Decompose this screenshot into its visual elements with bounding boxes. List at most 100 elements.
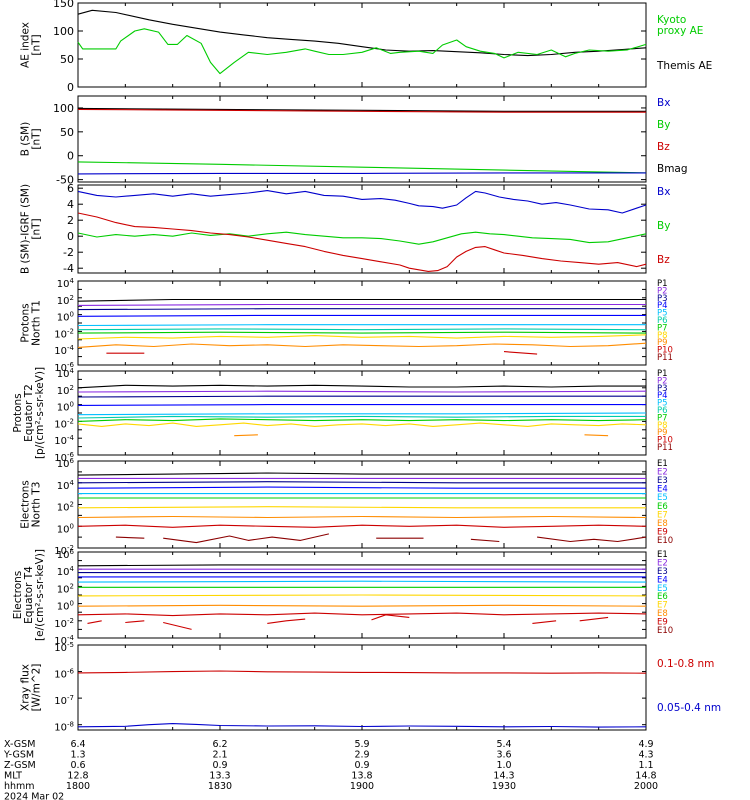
y-tick-label-protons-north: 104 <box>57 277 75 290</box>
orbit-row-value: 1.0 <box>496 760 511 771</box>
series-line-bsm-igrf-2 <box>77 212 647 272</box>
orbit-row-value: 14.3 <box>493 771 514 782</box>
series-line-electrons-north-0 <box>77 472 646 476</box>
legend-entry-bsm: Bx <box>657 97 670 109</box>
series-line-electrons-north-10 <box>163 533 330 544</box>
legend-entry-electrons-equator: E8 <box>657 609 668 619</box>
y-tick-label-bsm-igrf: -4 <box>63 262 74 275</box>
panel-frame-bsm-igrf <box>77 184 647 274</box>
legend-entry-protons-north: P8 <box>657 331 668 341</box>
series-line-bsm-igrf-1 <box>77 231 647 245</box>
orbit-row-value: 1800 <box>66 781 90 792</box>
y-tick-label-electrons-equator: 100 <box>57 600 74 613</box>
orbit-row-value: 4.3 <box>638 750 653 761</box>
y-tick-label-xray: 10-5 <box>54 641 74 654</box>
y-axis-label-bsm: [nT] <box>31 128 43 149</box>
y-tick-label-protons-north: 10-4 <box>54 344 74 357</box>
legend-entry-bsm-igrf: Bx <box>657 186 670 198</box>
legend-entry-protons-north: P10 <box>657 346 673 356</box>
orbit-row-label: hhmm <box>4 781 35 792</box>
y-tick-label-bsm: -50 <box>56 174 74 187</box>
y-tick-label-protons-north: 10-2 <box>54 327 74 340</box>
y-tick-label-protons-equator: 102 <box>57 384 74 397</box>
y-tick-label-ae: 150 <box>53 0 74 10</box>
series-line-protons-equator-8 <box>234 434 258 437</box>
legend-entry-electrons-equator: E6 <box>657 592 668 602</box>
series-line-protons-north-7 <box>77 334 647 340</box>
y-axis-label-protons-equator: Protons <box>12 393 24 432</box>
orbit-row-value: 1830 <box>208 781 232 792</box>
orbit-row-label: Y-GSM <box>3 750 34 761</box>
orbit-row-value: 13.8 <box>351 771 372 782</box>
legend-entry-protons-north: P5 <box>657 309 668 319</box>
orbit-row-value: 14.8 <box>635 771 656 782</box>
y-axis-label-protons-equator: [p/(cm²-s-sr-keV)] <box>34 367 46 459</box>
y-axis-label-electrons-north: North T3 <box>31 482 43 528</box>
orbit-row-value: 5.9 <box>354 739 369 750</box>
y-tick-label-electrons-equator: 106 <box>57 548 75 561</box>
series-line-ae-0 <box>77 9 647 57</box>
y-tick-label-protons-equator: 10-6 <box>54 451 74 464</box>
legend-entry-protons-equator: P4 <box>657 391 668 401</box>
legend-entry-electrons-north: E8 <box>657 519 668 529</box>
legend-entry-protons-equator: P7 <box>657 413 668 423</box>
series-line-protons-equator-1 <box>77 390 647 393</box>
series-line-protons-equator-0 <box>77 384 646 389</box>
series-line-protons-north-1 <box>77 303 646 306</box>
legend-entry-electrons-north: E5 <box>657 493 668 503</box>
series-line-electrons-equator-6 <box>77 594 647 597</box>
legend-entry-protons-north: P3 <box>657 294 668 304</box>
legend-entry-ae: Themis AE <box>656 60 712 72</box>
legend-entry-electrons-north: E1 <box>657 459 668 469</box>
series-line-bsm-3 <box>77 172 646 175</box>
series-line-electrons-equator-7 <box>77 604 647 607</box>
series-line-electrons-equator-15 <box>579 616 609 622</box>
legend-entry-electrons-north: E3 <box>657 476 668 486</box>
y-tick-label-xray: 10-6 <box>54 668 74 681</box>
y-axis-label-xray: [W/m^2] <box>31 664 43 712</box>
y-tick-label-protons-north: 10-6 <box>54 361 74 374</box>
series-line-electrons-north-9 <box>115 536 145 539</box>
y-tick-label-electrons-equator: 10-4 <box>54 634 74 647</box>
orbit-row-label: X-GSM <box>4 739 35 750</box>
series-line-electrons-equator-10 <box>125 620 145 624</box>
orbit-row-value: 6.2 <box>212 739 227 750</box>
legend-entry-electrons-north: E2 <box>657 468 668 478</box>
legend-entry-protons-north: P7 <box>657 323 668 333</box>
y-tick-label-xray: 10-7 <box>54 694 74 707</box>
y-tick-label-electrons-equator: 102 <box>57 582 74 595</box>
series-line-electrons-north-7 <box>77 515 647 519</box>
y-tick-label-bsm: 100 <box>53 102 74 115</box>
y-tick-label-electrons-north: 106 <box>57 457 75 470</box>
legend-entry-protons-north: P1 <box>657 279 668 289</box>
y-tick-label-protons-north: 100 <box>57 311 74 324</box>
y-tick-label-protons-north: 102 <box>57 294 74 307</box>
series-line-protons-equator-6 <box>77 418 647 422</box>
y-axis-label-ae: AE index <box>20 22 32 68</box>
orbit-row-value: 5.4 <box>496 739 511 750</box>
series-line-protons-equator-4 <box>77 412 647 416</box>
y-tick-label-protons-equator: 10-4 <box>54 434 74 447</box>
orbit-row-label: Z-GSM <box>4 760 36 771</box>
legend-entry-bsm: By <box>657 119 670 131</box>
series-line-electrons-equator-12 <box>267 618 306 624</box>
legend-entry-bsm: Bmag <box>657 163 688 175</box>
orbit-row-label: MLT <box>4 771 22 782</box>
series-line-ae-1 <box>77 28 647 75</box>
legend-entry-xray: 0.1-0.8 nm <box>657 658 714 670</box>
series-line-electrons-equator-11 <box>163 621 192 630</box>
legend-entry-xray: 0.05-0.4 nm <box>657 702 721 714</box>
y-axis-label-protons-equator: Equator T2 <box>23 384 35 442</box>
legend-entry-electrons-equator: E2 <box>657 558 668 568</box>
legend-entry-electrons-equator: E7 <box>657 601 668 611</box>
y-axis-label-electrons-equator: Equator T4 <box>23 566 35 624</box>
series-line-bsm-igrf-0 <box>77 190 647 214</box>
series-line-protons-north-10 <box>503 351 538 355</box>
y-axis-label-bsm-igrf: [nT] <box>31 218 43 239</box>
y-tick-label-xray: 10-8 <box>54 721 74 734</box>
y-axis-label-xray: Xray flux <box>20 664 32 711</box>
legend-entry-protons-equator: P8 <box>657 421 668 431</box>
y-tick-label-ae: 50 <box>60 53 74 66</box>
legend-entry-protons-north: P2 <box>657 286 668 296</box>
